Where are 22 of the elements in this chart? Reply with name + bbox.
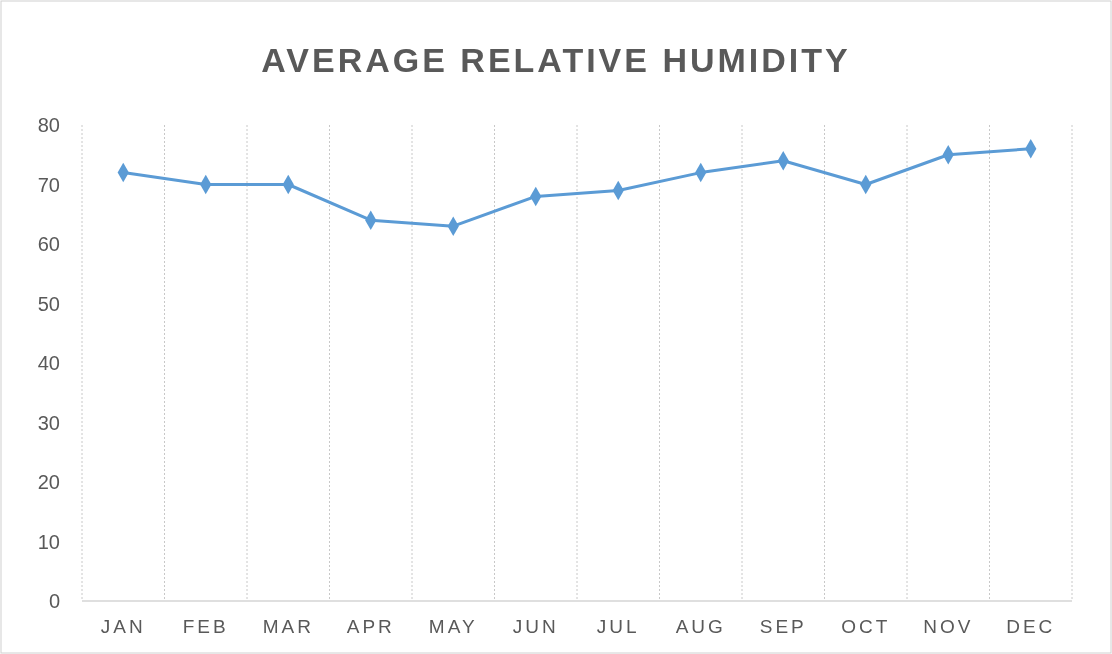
y-tick-label: 50 [37, 292, 60, 315]
x-tick-label: JAN [100, 616, 146, 637]
y-tick-label: 0 [48, 590, 60, 612]
x-tick-label: AUG [675, 616, 726, 637]
y-tick-label: 70 [37, 173, 60, 196]
chart-title: AVERAGE RELATIVE HUMIDITY [261, 41, 851, 79]
x-tick-label: JUL [596, 616, 640, 637]
x-tick-label: JUN [512, 616, 559, 637]
y-tick-label: 30 [37, 411, 60, 434]
y-tick-label: 40 [37, 352, 60, 374]
x-tick-label: OCT [841, 616, 891, 637]
x-tick-label: NOV [923, 616, 974, 637]
x-tick-label: APR [346, 616, 395, 637]
y-tick-label: 60 [37, 233, 60, 255]
x-tick-label: MAY [428, 616, 478, 637]
x-tick-label: FEB [182, 616, 229, 637]
y-tick-label: 10 [37, 530, 60, 553]
x-tick-label: SEP [759, 616, 807, 637]
x-tick-label: DEC [1006, 616, 1056, 637]
x-tick-label: MAR [262, 616, 314, 637]
y-tick-label: 80 [37, 114, 60, 136]
y-tick-label: 20 [37, 471, 60, 493]
